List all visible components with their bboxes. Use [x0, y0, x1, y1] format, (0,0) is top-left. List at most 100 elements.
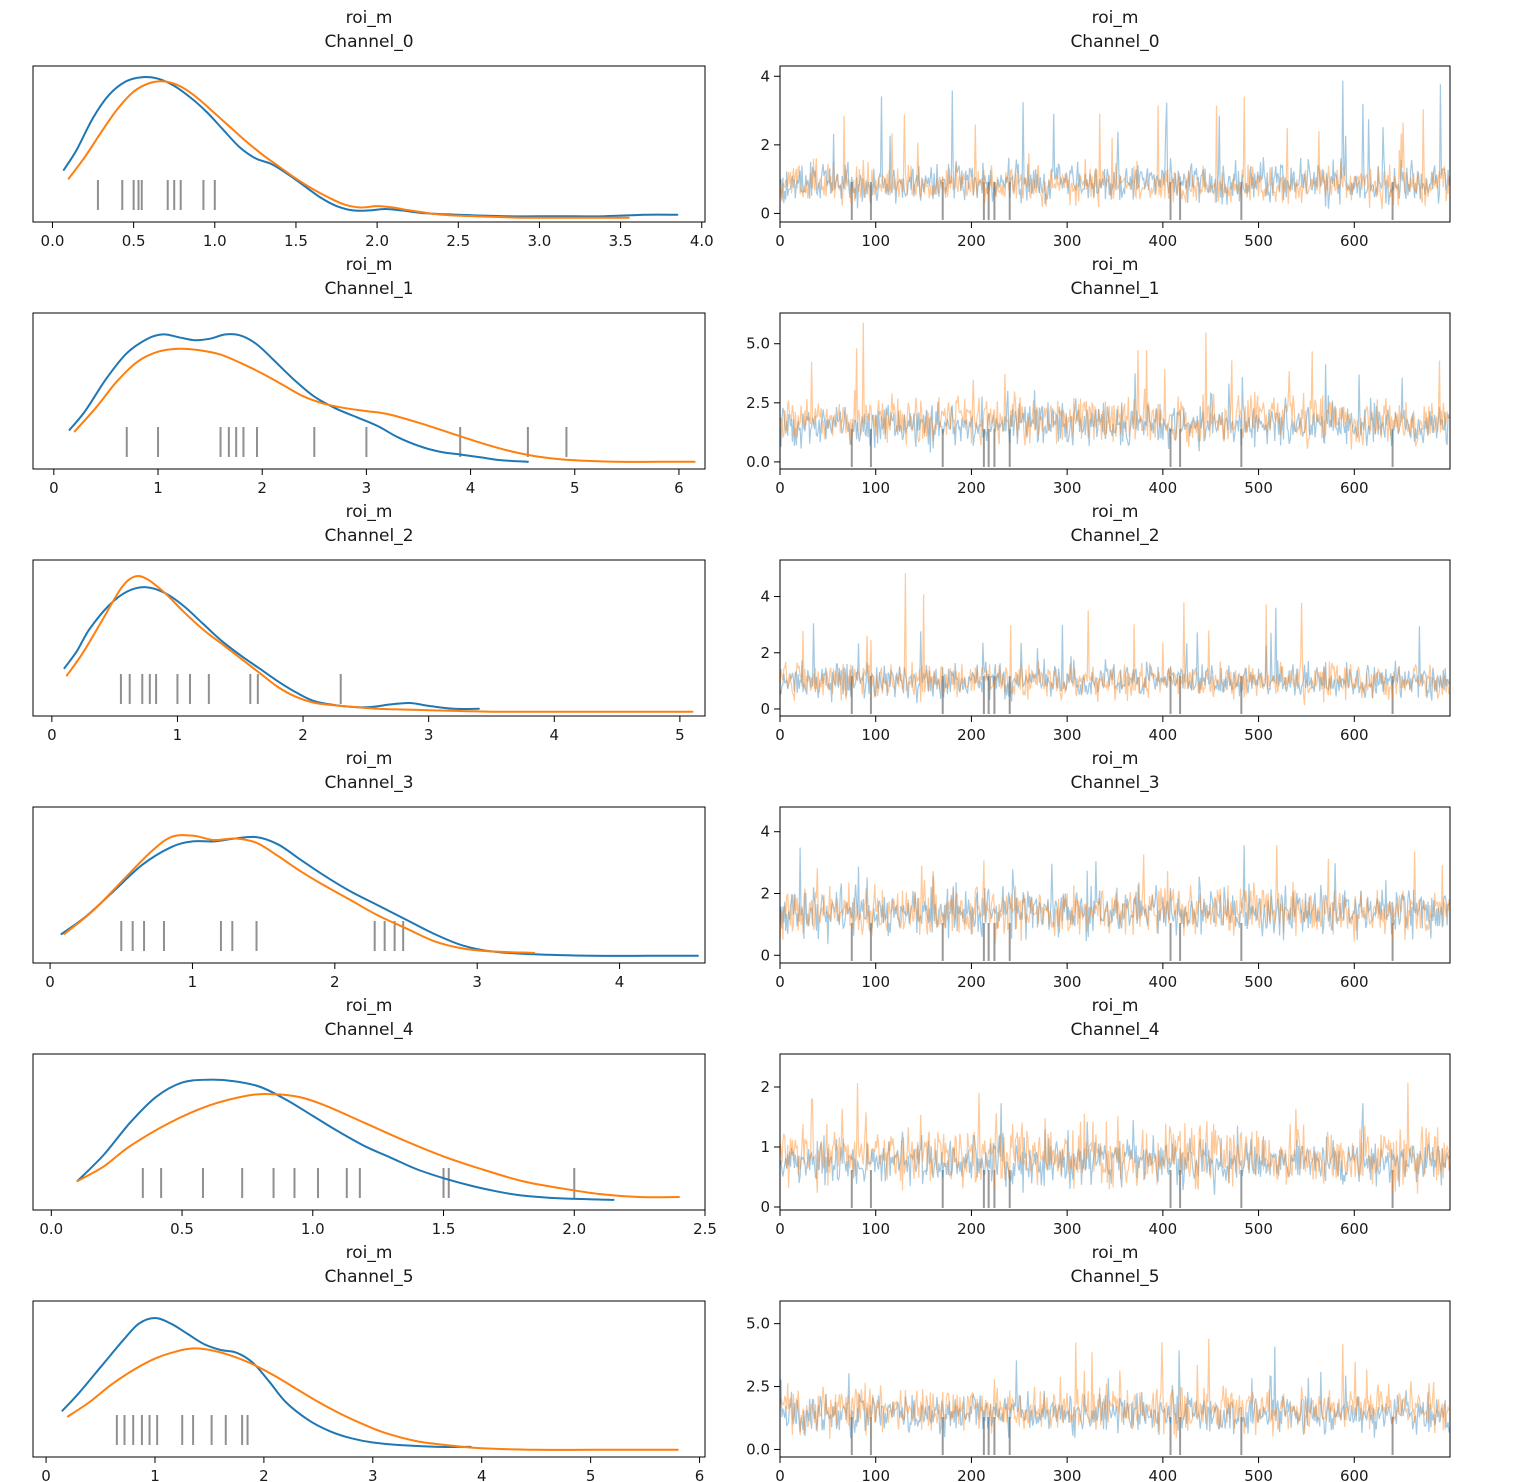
timeseries-trace-blue	[780, 607, 1450, 704]
x-tick-label: 5	[586, 1467, 596, 1482]
x-axis-ticks: 0 100 200 300 400 500 600	[775, 222, 1369, 247]
x-tick-label: 0	[45, 973, 55, 988]
x-tick-label: 400	[1149, 973, 1178, 988]
rug-marks	[141, 1168, 576, 1198]
x-tick-label: 2.0	[562, 1220, 586, 1235]
y-axis-ticks: 0 2 4	[760, 67, 780, 222]
timeseries-panel-channel-0: roi_m Channel_0 0 100 200 300 400 500 600 0 2 4	[720, 0, 1514, 247]
y-tick-label: 0	[760, 700, 770, 718]
x-tick-label: 0	[775, 232, 785, 247]
x-tick-label: 100	[861, 1220, 890, 1235]
kde-curve-blue	[76, 1078, 615, 1201]
x-tick-label: 6	[695, 1467, 705, 1482]
y-tick-label: 1	[760, 1138, 770, 1156]
x-axis-ticks: 0 100 200 300 400 500 600	[775, 963, 1369, 988]
x-tick-label: 5	[675, 726, 685, 741]
x-tick-label: 500	[1244, 479, 1273, 494]
x-axis-ticks: 0 1 2 3 4 5 6	[41, 1457, 704, 1482]
timeseries-trace-blue	[780, 1103, 1450, 1195]
x-tick-label: 600	[1340, 1467, 1369, 1482]
x-tick-label: 1.5	[284, 232, 308, 247]
y-axis-ticks: 0 2 4	[760, 588, 780, 718]
rug-marks	[125, 427, 568, 457]
kde-panel-channel-0: roi_m Channel_0 0.0 0.5 1.0 1.5 2.0 2.5 3.0 3.5…	[0, 0, 720, 247]
y-tick-label: 2	[760, 136, 770, 154]
x-tick-label: 1	[153, 479, 163, 494]
timeseries-trace-orange	[780, 1338, 1450, 1439]
timeseries-trace-blue	[780, 364, 1450, 453]
timeseries-trace-blue	[780, 80, 1450, 209]
y-tick-label: 2	[760, 884, 770, 902]
y-tick-label: 4	[760, 67, 770, 85]
kde-curve-orange	[65, 575, 694, 713]
timeseries-trace-orange	[780, 845, 1450, 944]
event-marks	[850, 429, 1394, 467]
x-tick-label: 200	[957, 973, 986, 988]
kde-curve-blue	[63, 586, 480, 710]
x-tick-label: 6	[674, 479, 684, 494]
figure-row-4: roi_m Channel_4 0.0 0.5 1.0 1.5 2.0 2.5 roi_m…	[0, 988, 1514, 1235]
y-tick-label: 0	[760, 204, 770, 222]
x-tick-label: 600	[1340, 232, 1369, 247]
x-tick-label: 3.5	[609, 232, 633, 247]
y-tick-label: 4	[760, 823, 770, 841]
timeseries-panel-channel-3: roi_m Channel_3 0 100 200 300 400 500 600 0 2 4	[720, 741, 1514, 988]
x-tick-label: 3	[362, 479, 372, 494]
x-tick-label: 500	[1244, 232, 1273, 247]
axes-frame	[779, 806, 1451, 964]
x-tick-label: 2	[298, 726, 308, 741]
axes-frame	[779, 65, 1451, 223]
x-tick-label: 200	[957, 1220, 986, 1235]
kde-plot-channel-0: 0.0 0.5 1.0 1.5 2.0 2.5 3.0 3.5 4.0	[32, 65, 714, 247]
event-marks	[850, 676, 1394, 714]
kde-curve-orange	[76, 1093, 680, 1199]
x-tick-label: 5	[570, 479, 580, 494]
rug-marks	[115, 1415, 249, 1445]
kde-panel-channel-4: roi_m Channel_4 0.0 0.5 1.0 1.5 2.0 2.5	[0, 988, 720, 1235]
kde-plot-channel-3: 0 1 2 3 4	[32, 806, 706, 988]
x-tick-label: 2	[330, 973, 340, 988]
x-tick-label: 2	[259, 1467, 269, 1482]
x-tick-label: 600	[1340, 479, 1369, 494]
x-tick-label: 200	[957, 726, 986, 741]
y-axis-ticks: 0.0 2.5 5.0	[746, 335, 780, 471]
kde-curve-orange	[67, 80, 630, 219]
y-tick-label: 0.0	[746, 453, 770, 471]
x-tick-label: 400	[1149, 726, 1178, 741]
y-tick-label: 2.5	[746, 394, 770, 412]
x-tick-label: 500	[1244, 1220, 1273, 1235]
x-tick-label: 1.0	[203, 232, 227, 247]
kde-curve-blue	[60, 835, 699, 957]
y-axis-ticks: 0.0 2.5 5.0	[746, 1315, 780, 1458]
y-tick-label: 2	[760, 1078, 770, 1096]
timeseries-trace-orange	[780, 573, 1450, 706]
x-tick-label: 3	[368, 1467, 378, 1482]
event-marks	[850, 1170, 1394, 1208]
x-axis-ticks: 0 1 2 3 4	[45, 963, 624, 988]
x-tick-label: 0	[775, 1467, 785, 1482]
rug-marks	[120, 921, 405, 951]
x-tick-label: 3.0	[528, 232, 552, 247]
x-axis-ticks: 0 100 200 300 400 500 600	[775, 1457, 1369, 1482]
x-tick-label: 300	[1053, 726, 1082, 741]
timeseries-panel-channel-2: roi_m Channel_2 0 100 200 300 400 500 600 0 2 4	[720, 494, 1514, 741]
x-tick-label: 1	[188, 973, 198, 988]
event-marks	[850, 1417, 1394, 1455]
axes-frame	[32, 559, 706, 717]
x-tick-label: 500	[1244, 1467, 1273, 1482]
event-marks	[850, 923, 1394, 961]
x-tick-label: 0	[49, 479, 59, 494]
x-tick-label: 0	[47, 726, 57, 741]
x-tick-label: 0.5	[170, 1220, 194, 1235]
y-axis-ticks: 0 2 4	[760, 823, 780, 964]
timeseries-trace-orange	[780, 1082, 1450, 1194]
kde-plot-channel-1: 0 1 2 3 4 5 6	[32, 312, 706, 494]
x-tick-label: 2.5	[693, 1220, 717, 1235]
timeseries-trace-blue	[780, 845, 1450, 945]
x-tick-label: 1	[150, 1467, 160, 1482]
